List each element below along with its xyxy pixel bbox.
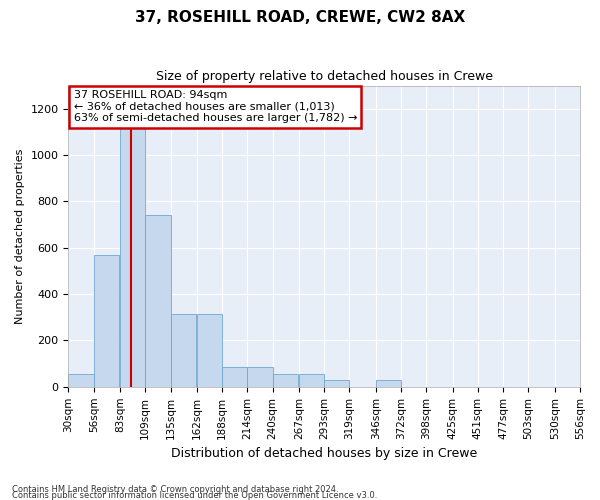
Bar (68, 374, 94, 387)
Bar (145, 216, 170, 387)
Bar (222, 367, 247, 387)
Text: 37 ROSEHILL ROAD: 94sqm
← 36% of detached houses are smaller (1,013)
63% of semi: 37 ROSEHILL ROAD: 94sqm ← 36% of detache… (74, 90, 357, 124)
Bar (170, 314, 196, 387)
X-axis label: Distribution of detached houses by size in Crewe: Distribution of detached houses by size … (171, 447, 478, 460)
Bar (120, 108, 145, 387)
Bar (94, 254, 119, 387)
Text: 37, ROSEHILL ROAD, CREWE, CW2 8AX: 37, ROSEHILL ROAD, CREWE, CW2 8AX (135, 10, 465, 25)
Bar (272, 374, 298, 387)
Bar (376, 380, 401, 387)
Text: Contains HM Land Registry data © Crown copyright and database right 2024.: Contains HM Land Registry data © Crown c… (12, 486, 338, 494)
Text: Contains public sector information licensed under the Open Government Licence v3: Contains public sector information licen… (12, 492, 377, 500)
Y-axis label: Number of detached properties: Number of detached properties (15, 148, 25, 324)
Bar (247, 367, 272, 387)
Title: Size of property relative to detached houses in Crewe: Size of property relative to detached ho… (156, 70, 493, 83)
Bar (197, 314, 222, 387)
Bar (299, 374, 324, 387)
Bar (324, 380, 349, 387)
